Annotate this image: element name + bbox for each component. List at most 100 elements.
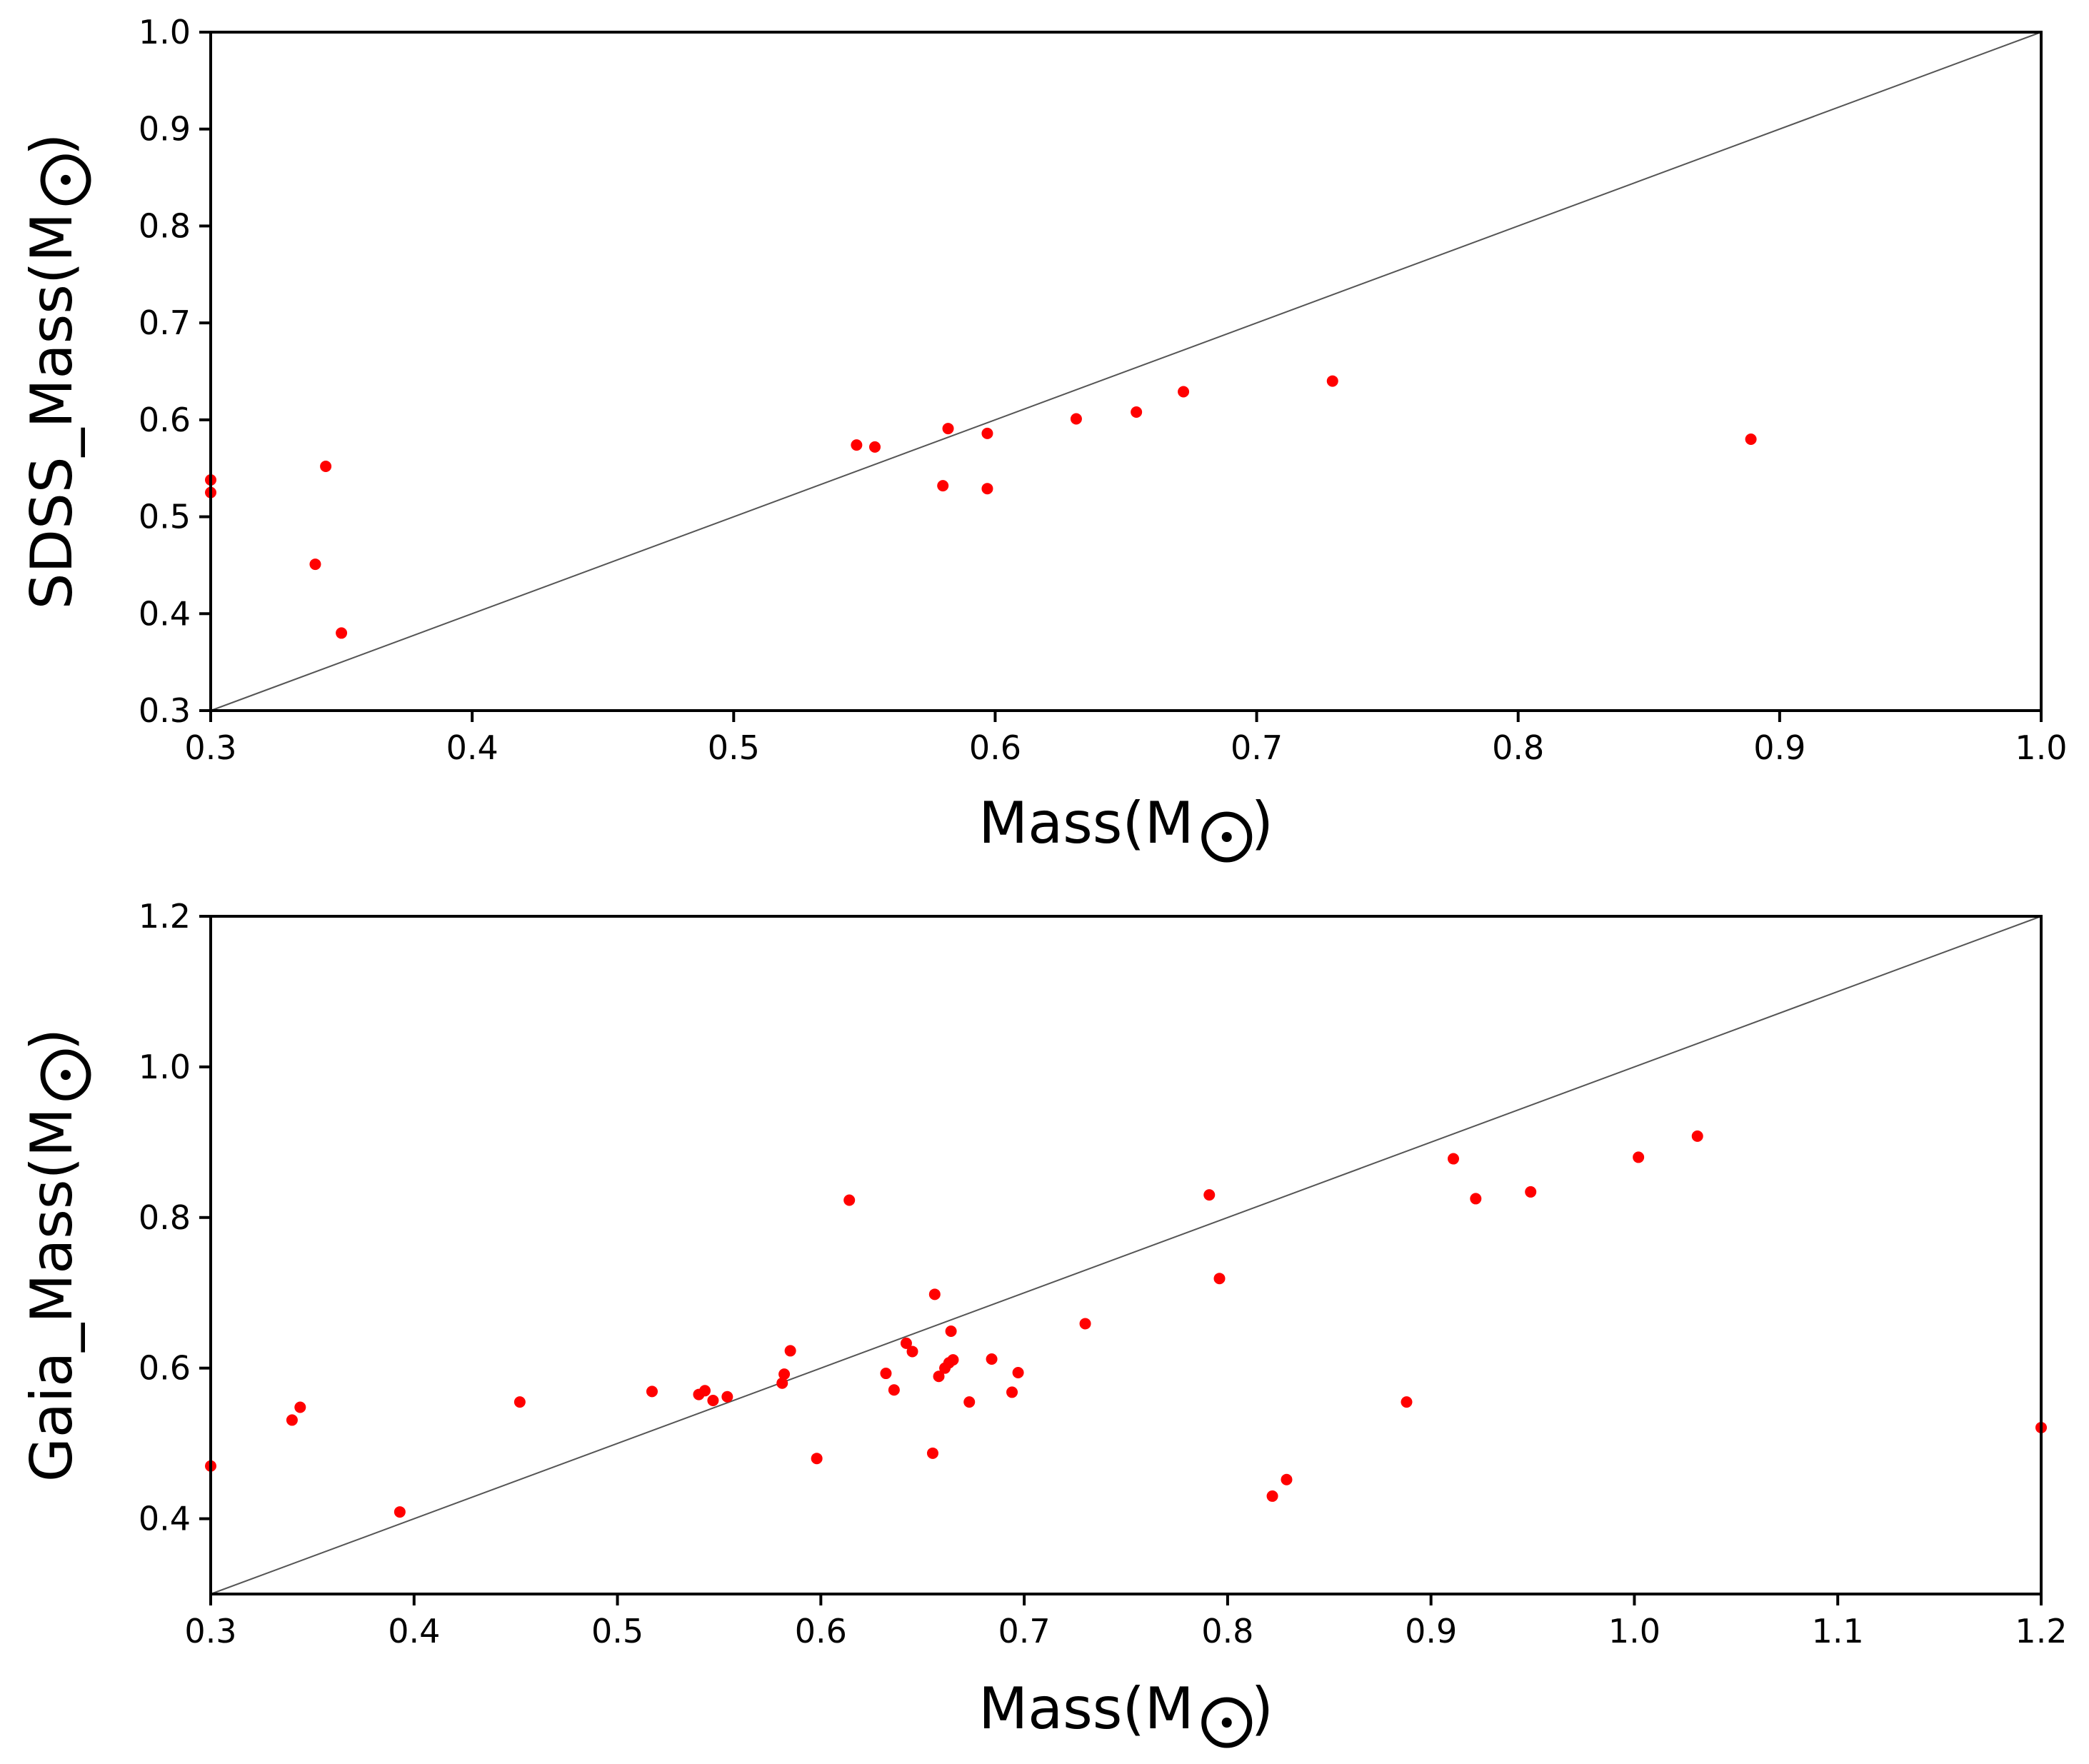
data-point xyxy=(394,1506,406,1518)
y-axis-sun-symbol-dot xyxy=(61,174,71,185)
y-tick-label: 0.6 xyxy=(139,1349,191,1388)
data-point xyxy=(843,1194,856,1206)
x-tick-label: 0.8 xyxy=(1492,728,1544,767)
x-tick-label: 0.7 xyxy=(1231,728,1283,767)
x-tick-label: 0.7 xyxy=(998,1612,1051,1650)
x-axis-label-text: Mass(M ) xyxy=(978,790,1273,856)
y-axis-label-text: Gaia_Mass(M ) xyxy=(19,1028,85,1482)
data-point xyxy=(869,441,881,453)
x-tick-label: 0.4 xyxy=(446,728,499,767)
data-point xyxy=(1401,1396,1413,1408)
x-axis-label-main: Mass(M xyxy=(978,1675,1194,1742)
y-axis-label-text: SDSS_Mass(M ) xyxy=(19,134,85,610)
data-point xyxy=(906,1345,918,1358)
data-point xyxy=(986,1353,998,1365)
y-tick-label: 0.4 xyxy=(139,594,191,633)
data-point xyxy=(1326,375,1338,387)
data-point xyxy=(947,1354,959,1366)
x-tick-label: 0.5 xyxy=(591,1612,643,1650)
data-point xyxy=(309,558,321,571)
data-point xyxy=(699,1385,711,1397)
data-point xyxy=(933,1370,945,1383)
data-point xyxy=(937,480,949,492)
data-point xyxy=(1213,1273,1226,1285)
data-point xyxy=(1006,1386,1018,1398)
data-point xyxy=(1525,1186,1537,1198)
data-point xyxy=(981,427,993,439)
y-axis-label: Gaia_Mass(M ) xyxy=(19,1028,91,1482)
sdss-mass-chart: 0.3 0.4 0.5 0.6 0.7 0.8 0.9 1.0 0.3 0.4 0.5 0.6 0.7… xyxy=(19,13,2068,863)
y-axis-label-main: SDSS_Mass(M xyxy=(19,213,85,610)
data-point xyxy=(942,423,954,435)
data-point xyxy=(1178,386,1190,398)
data-point xyxy=(514,1396,526,1408)
data-point xyxy=(707,1395,719,1407)
x-axis-sun-symbol-dot xyxy=(1221,832,1232,842)
x-tick-label: 0.8 xyxy=(1201,1612,1253,1650)
plot-frame xyxy=(209,31,2043,712)
y-tick-label: 1.2 xyxy=(139,897,191,936)
x-tick-label: 0.6 xyxy=(795,1612,847,1650)
x-axis-label-suffix: ) xyxy=(1251,1675,1273,1742)
x-tick-label: 1.0 xyxy=(2015,728,2067,767)
x-axis-ticks: 0.3 0.4 0.5 0.6 0.7 0.8 0.9 1.0 xyxy=(184,711,2068,767)
x-tick-label: 1.0 xyxy=(1608,1612,1660,1650)
y-tick-label: 1.0 xyxy=(139,13,191,51)
one-to-one-reference-line xyxy=(210,31,2042,711)
y-axis-sun-symbol-dot xyxy=(61,1070,71,1081)
data-point xyxy=(926,1447,938,1459)
data-point xyxy=(721,1390,733,1403)
y-tick-label: 0.6 xyxy=(139,401,191,439)
x-axis-label: Mass(M ) xyxy=(978,790,1273,863)
y-tick-label: 0.7 xyxy=(139,304,191,342)
data-point xyxy=(1281,1473,1293,1485)
y-axis-ticks: 0.4 0.6 0.8 1.0 1.2 xyxy=(139,897,211,1538)
data-point xyxy=(294,1401,306,1413)
x-axis-label-suffix: ) xyxy=(1251,790,1273,856)
data-point xyxy=(784,1345,796,1357)
gaia-mass-chart: 0.3 0.4 0.5 0.6 0.7 0.8 0.9 1.0 1.1 1.2 0.4 0.6 0.8… xyxy=(19,897,2068,1748)
y-tick-label: 1.0 xyxy=(139,1048,191,1086)
x-axis-label: Mass(M ) xyxy=(978,1675,1273,1748)
data-point xyxy=(945,1325,957,1337)
x-tick-label: 1.1 xyxy=(1812,1612,1864,1650)
x-axis-sun-symbol xyxy=(1201,811,1253,863)
data-point xyxy=(851,439,863,451)
y-axis-sun-symbol xyxy=(40,154,91,206)
y-tick-label: 0.5 xyxy=(139,498,191,536)
y-axis-label: SDSS_Mass(M ) xyxy=(19,134,91,610)
y-axis-label-suffix: ) xyxy=(19,134,85,156)
y-tick-label: 0.4 xyxy=(139,1500,191,1538)
data-point xyxy=(336,627,348,639)
x-tick-label: 0.9 xyxy=(1405,1612,1457,1650)
data-point xyxy=(888,1384,900,1396)
y-axis-label-suffix: ) xyxy=(19,1028,85,1051)
data-point xyxy=(646,1385,658,1398)
data-point xyxy=(1447,1153,1459,1165)
data-point xyxy=(778,1368,791,1380)
y-axis-label-main: Gaia_Mass(M xyxy=(19,1108,85,1482)
data-point xyxy=(1070,413,1082,425)
x-axis-sun-symbol xyxy=(1201,1697,1253,1748)
y-tick-label: 0.8 xyxy=(139,1198,191,1237)
data-point xyxy=(928,1288,941,1301)
data-point xyxy=(880,1368,892,1380)
y-axis-ticks: 0.3 0.4 0.5 0.6 0.7 0.8 0.9 1.0 xyxy=(139,13,211,730)
x-tick-label: 0.9 xyxy=(1753,728,1805,767)
scatter-points xyxy=(205,1130,2047,1518)
x-tick-label: 0.3 xyxy=(184,1612,236,1650)
x-tick-label: 0.6 xyxy=(969,728,1021,767)
plot-frame xyxy=(209,915,2043,1595)
data-point xyxy=(1012,1366,1024,1378)
x-axis-label-text: Mass(M ) xyxy=(978,1675,1273,1742)
data-point xyxy=(963,1396,976,1408)
one-to-one-reference-line xyxy=(210,916,2042,1595)
x-axis-sun-symbol-dot xyxy=(1221,1718,1232,1728)
y-tick-label: 0.9 xyxy=(139,110,191,149)
data-point xyxy=(320,461,332,472)
y-axis-sun-symbol xyxy=(40,1049,91,1101)
data-point xyxy=(776,1377,788,1389)
x-tick-label: 1.2 xyxy=(2015,1612,2067,1650)
data-point xyxy=(1470,1193,1482,1205)
